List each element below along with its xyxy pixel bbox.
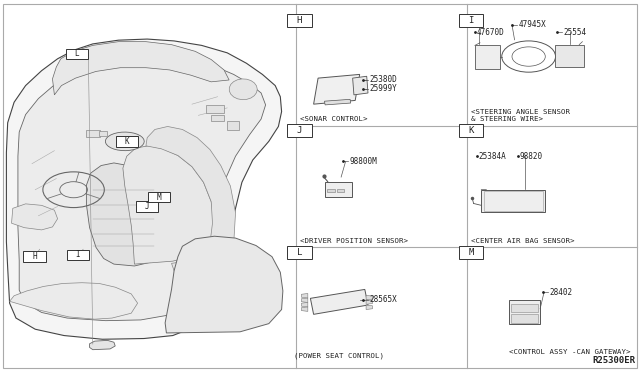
Polygon shape	[146, 126, 236, 312]
Text: <STEERING ANGLE SENSOR
& STEERING WIRE>: <STEERING ANGLE SENSOR & STEERING WIRE>	[471, 109, 570, 122]
Text: 25554: 25554	[563, 28, 586, 37]
Text: <CONTROL ASSY -CAN GATEWAY>: <CONTROL ASSY -CAN GATEWAY>	[509, 349, 631, 355]
Polygon shape	[366, 295, 372, 300]
Text: K: K	[124, 137, 129, 146]
Polygon shape	[301, 307, 308, 311]
FancyBboxPatch shape	[116, 136, 138, 147]
Text: 25380D: 25380D	[369, 76, 397, 84]
Text: (POWER SEAT CONTROL): (POWER SEAT CONTROL)	[294, 353, 384, 359]
Polygon shape	[6, 39, 282, 339]
FancyBboxPatch shape	[459, 125, 483, 137]
FancyBboxPatch shape	[287, 14, 312, 27]
FancyBboxPatch shape	[555, 45, 584, 67]
Text: I: I	[468, 16, 474, 25]
FancyBboxPatch shape	[287, 247, 312, 259]
Text: J: J	[145, 202, 150, 211]
Text: 47670D: 47670D	[476, 28, 504, 37]
Text: M: M	[468, 248, 474, 257]
Polygon shape	[86, 163, 160, 266]
FancyBboxPatch shape	[211, 115, 224, 121]
FancyBboxPatch shape	[459, 247, 483, 259]
Polygon shape	[310, 289, 368, 314]
Polygon shape	[366, 300, 372, 304]
Polygon shape	[12, 204, 58, 230]
FancyBboxPatch shape	[227, 121, 239, 130]
FancyBboxPatch shape	[24, 251, 45, 262]
Text: 28565X: 28565X	[369, 295, 397, 304]
Text: 98820: 98820	[520, 152, 543, 161]
Text: 25384A: 25384A	[478, 152, 506, 161]
Polygon shape	[324, 99, 351, 105]
Text: 98800M: 98800M	[349, 157, 377, 166]
Text: H: H	[32, 252, 37, 261]
FancyBboxPatch shape	[99, 131, 107, 136]
Polygon shape	[353, 76, 368, 95]
FancyBboxPatch shape	[459, 14, 483, 27]
Text: J: J	[297, 126, 302, 135]
FancyBboxPatch shape	[136, 201, 158, 212]
FancyBboxPatch shape	[475, 45, 500, 69]
Polygon shape	[10, 283, 138, 319]
FancyBboxPatch shape	[148, 192, 170, 202]
Polygon shape	[229, 79, 257, 100]
FancyBboxPatch shape	[67, 250, 89, 260]
Polygon shape	[165, 236, 283, 333]
Polygon shape	[301, 294, 308, 298]
Polygon shape	[123, 146, 214, 264]
Text: <DRIVER POSITION SENSOR>: <DRIVER POSITION SENSOR>	[300, 238, 408, 244]
Text: 25999Y: 25999Y	[369, 84, 397, 93]
Polygon shape	[301, 302, 308, 307]
Text: 28402: 28402	[549, 288, 572, 297]
FancyBboxPatch shape	[509, 300, 540, 324]
Text: R25300ER: R25300ER	[592, 356, 635, 365]
Polygon shape	[301, 298, 308, 302]
Text: M: M	[156, 193, 161, 202]
FancyBboxPatch shape	[287, 125, 312, 137]
Polygon shape	[106, 132, 144, 151]
FancyBboxPatch shape	[511, 304, 538, 312]
Text: 47945X: 47945X	[518, 20, 546, 29]
Polygon shape	[90, 340, 115, 350]
FancyBboxPatch shape	[511, 314, 538, 323]
Text: L: L	[74, 49, 79, 58]
Polygon shape	[18, 57, 266, 321]
Text: L: L	[297, 248, 302, 257]
Text: K: K	[468, 126, 474, 135]
Polygon shape	[314, 74, 360, 104]
Text: H: H	[297, 16, 302, 25]
Text: <CENTER AIR BAG SENSOR>: <CENTER AIR BAG SENSOR>	[471, 238, 575, 244]
FancyBboxPatch shape	[66, 49, 88, 59]
FancyBboxPatch shape	[86, 130, 100, 137]
FancyBboxPatch shape	[337, 189, 344, 192]
FancyBboxPatch shape	[325, 182, 352, 197]
FancyBboxPatch shape	[481, 190, 545, 212]
FancyBboxPatch shape	[327, 189, 335, 192]
Polygon shape	[366, 305, 372, 310]
Text: <SONAR CONTROL>: <SONAR CONTROL>	[300, 116, 367, 122]
FancyBboxPatch shape	[206, 105, 224, 113]
Text: I: I	[76, 250, 81, 259]
Polygon shape	[52, 42, 229, 95]
